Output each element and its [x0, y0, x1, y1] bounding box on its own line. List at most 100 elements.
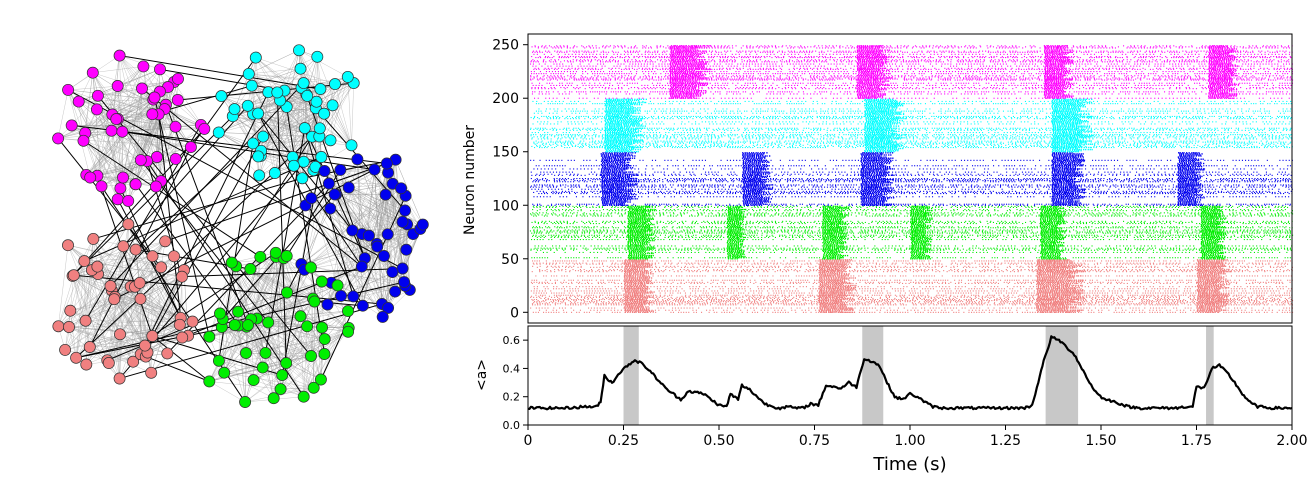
spike [584, 302, 585, 303]
spike [664, 303, 665, 304]
spike [547, 308, 548, 309]
spike [930, 312, 931, 313]
node-salmon [88, 233, 99, 244]
spike [871, 302, 872, 303]
spike [783, 302, 784, 303]
spike [918, 312, 919, 313]
spike [1288, 302, 1289, 303]
spike [1025, 304, 1026, 305]
node-magenta [149, 92, 160, 103]
spike [1171, 303, 1172, 304]
spike [972, 304, 973, 305]
node-cyan [253, 151, 264, 162]
spike [689, 303, 690, 304]
spike [892, 312, 893, 313]
spike [733, 304, 734, 305]
node-blue [356, 261, 367, 272]
spike [1142, 310, 1143, 311]
spike [951, 304, 952, 305]
spike [1251, 310, 1252, 311]
spike [1022, 312, 1023, 313]
spike [987, 304, 988, 305]
spike [897, 312, 898, 313]
spike [670, 301, 671, 302]
spike [682, 301, 683, 302]
spike [861, 302, 862, 303]
spike [1183, 310, 1184, 311]
spike [865, 304, 866, 305]
spike [765, 303, 766, 304]
spike [929, 304, 930, 305]
spike [1164, 303, 1165, 304]
spike [649, 308, 650, 309]
spike [1146, 302, 1147, 303]
spike [563, 301, 564, 302]
spike [693, 312, 694, 313]
spike [924, 310, 925, 311]
spike [1249, 304, 1250, 305]
spike [852, 304, 853, 305]
spike [1019, 303, 1020, 304]
spike [600, 303, 601, 304]
spike [1267, 304, 1268, 305]
spike [869, 303, 870, 304]
spike [656, 303, 657, 304]
spike [1150, 304, 1151, 305]
node-cyan [297, 173, 308, 184]
spike [692, 308, 693, 309]
node-green [233, 306, 244, 317]
spike [1034, 303, 1035, 304]
node-green [316, 276, 327, 287]
node-cyan [258, 131, 269, 142]
spike [805, 310, 806, 311]
spike [1267, 312, 1268, 313]
node-salmon [134, 277, 145, 288]
spike [1007, 312, 1008, 313]
spike [1176, 303, 1177, 304]
spike [889, 308, 890, 309]
spike [1124, 304, 1125, 305]
spike [977, 304, 978, 305]
spike [1119, 304, 1120, 305]
spike [574, 302, 575, 303]
spike [620, 301, 621, 302]
spike [623, 303, 624, 304]
spike [1190, 310, 1191, 311]
spike [704, 303, 705, 304]
spike [1281, 302, 1282, 303]
spike [601, 304, 602, 305]
node-magenta [172, 73, 183, 84]
spike [952, 310, 953, 311]
spike [897, 310, 898, 311]
spike [1012, 303, 1013, 304]
spike [730, 303, 731, 304]
spike [808, 308, 809, 309]
spike [576, 312, 577, 313]
spike [1170, 310, 1171, 311]
spike [1238, 310, 1239, 311]
spike [589, 301, 590, 302]
spike [862, 304, 863, 305]
spike [1277, 304, 1278, 305]
spike [1157, 312, 1158, 313]
spike [608, 308, 609, 309]
spike [782, 308, 783, 309]
node-green [277, 370, 288, 381]
spike [1104, 302, 1105, 303]
node-salmon [135, 293, 146, 304]
spike [1282, 304, 1283, 305]
spike [1250, 302, 1251, 303]
spike [1175, 304, 1176, 305]
spike [1262, 310, 1263, 311]
node-cyan [254, 170, 265, 181]
spike [969, 302, 970, 303]
spike [688, 312, 689, 313]
node-green [305, 350, 316, 361]
spike [692, 304, 693, 305]
spike [895, 303, 896, 304]
spike [702, 304, 703, 305]
spike [1174, 303, 1175, 304]
spike [868, 304, 869, 305]
spike [875, 308, 876, 309]
spike [1185, 308, 1186, 309]
